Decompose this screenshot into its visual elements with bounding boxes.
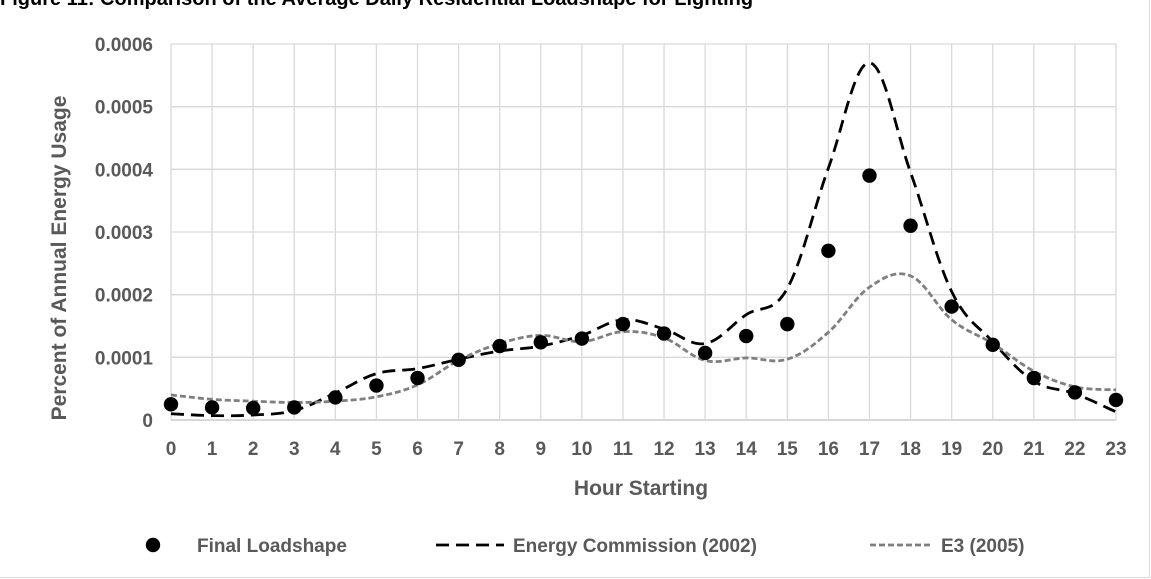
x-tick-label: 3 (289, 439, 300, 460)
data-point-final-loadshape (656, 326, 672, 341)
gridlines (170, 43, 1117, 421)
data-point-final-loadshape (533, 335, 548, 350)
data-point-final-loadshape (410, 370, 425, 386)
legend-label-e3-2005: E3 (2005) (941, 536, 1024, 557)
legend-marker-final-loadshape (145, 537, 161, 553)
x-tick-label: 23 (1105, 439, 1126, 460)
y-tick-label: 0.0003 (95, 223, 153, 244)
data-point-final-loadshape (163, 397, 179, 412)
x-tick-label: 20 (982, 439, 1003, 460)
x-tick-label: 0 (166, 439, 177, 460)
y-tick-label: 0.0005 (95, 98, 154, 119)
figure-title: Figure 11: Comparison of the Average Dai… (0, 0, 1151, 18)
legend: Final Loadshape Energy Commission (2002) E… (145, 536, 1024, 557)
data-point-final-loadshape (780, 316, 795, 332)
data-point-final-loadshape (697, 345, 713, 361)
x-tick-label: 14 (736, 439, 758, 460)
x-tick-label: 4 (330, 439, 341, 460)
data-point-final-loadshape (821, 243, 836, 258)
x-tick-label: 9 (535, 439, 546, 460)
data-point-final-loadshape (903, 218, 918, 233)
x-tick-label: 8 (494, 439, 505, 460)
x-tick-label: 12 (653, 439, 674, 460)
data-point-final-loadshape (287, 400, 302, 415)
x-tick-label: 13 (695, 439, 716, 460)
y-tick-label: 0.0001 (95, 348, 154, 369)
x-tick-label: 6 (412, 439, 423, 460)
x-tick-label: 22 (1064, 439, 1085, 460)
data-point-final-loadshape (574, 331, 590, 346)
data-point-final-loadshape (944, 299, 959, 314)
data-point-final-loadshape (204, 400, 220, 415)
x-tick-label: 2 (248, 439, 259, 460)
x-tick-label: 16 (818, 439, 839, 460)
data-point-final-loadshape (739, 328, 754, 344)
x-tick-label: 17 (859, 439, 880, 460)
y-tick-label: 0 (142, 411, 153, 432)
x-axis-ticks: 0 1 2 3 4 5 6 7 8 9 10 11 12 13 14 15 16 17 18 19 20 21 22 23 (166, 439, 1127, 460)
data-point-final-loadshape (369, 378, 384, 393)
series-markers (163, 168, 1124, 416)
x-tick-label: 7 (453, 439, 464, 460)
y-tick-label: 0.0002 (95, 286, 153, 307)
data-point-final-loadshape (492, 338, 507, 354)
x-tick-label: 19 (941, 439, 962, 460)
x-tick-label: 10 (571, 439, 592, 460)
data-point-final-loadshape (1067, 385, 1083, 400)
data-point-final-loadshape (615, 316, 631, 332)
x-tick-label: 11 (613, 439, 634, 460)
y-axis-ticks: 0 0.0001 0.0002 0.0003 0.0004 0.0005 0.0006 (95, 35, 154, 432)
data-point-final-loadshape (245, 400, 261, 416)
data-point-final-loadshape (862, 168, 877, 183)
series-line-e3-2005 (170, 272, 1117, 404)
data-point-final-loadshape (328, 390, 343, 405)
y-tick-label: 0.0006 (95, 35, 153, 56)
data-point-final-loadshape (1108, 392, 1124, 408)
data-point-final-loadshape (451, 352, 466, 368)
x-tick-label: 1 (207, 439, 218, 460)
y-tick-label: 0.0004 (95, 160, 154, 181)
y-axis-title: Percent of Annual Energy Usage (48, 96, 71, 421)
data-point-final-loadshape (1026, 370, 1042, 386)
data-point-final-loadshape (985, 337, 1000, 352)
x-axis-title: Hour Starting (574, 477, 708, 500)
legend-label-final-loadshape: Final Loadshape (197, 536, 347, 557)
x-tick-label: 21 (1023, 439, 1045, 460)
x-tick-label: 18 (900, 439, 921, 460)
x-tick-label: 5 (371, 439, 382, 460)
series-lines (170, 61, 1117, 418)
series-line-energy-commission-2002 (170, 61, 1117, 418)
x-tick-label: 15 (777, 439, 799, 460)
legend-label-energy-commission-2002: Energy Commission (2002) (513, 536, 757, 557)
